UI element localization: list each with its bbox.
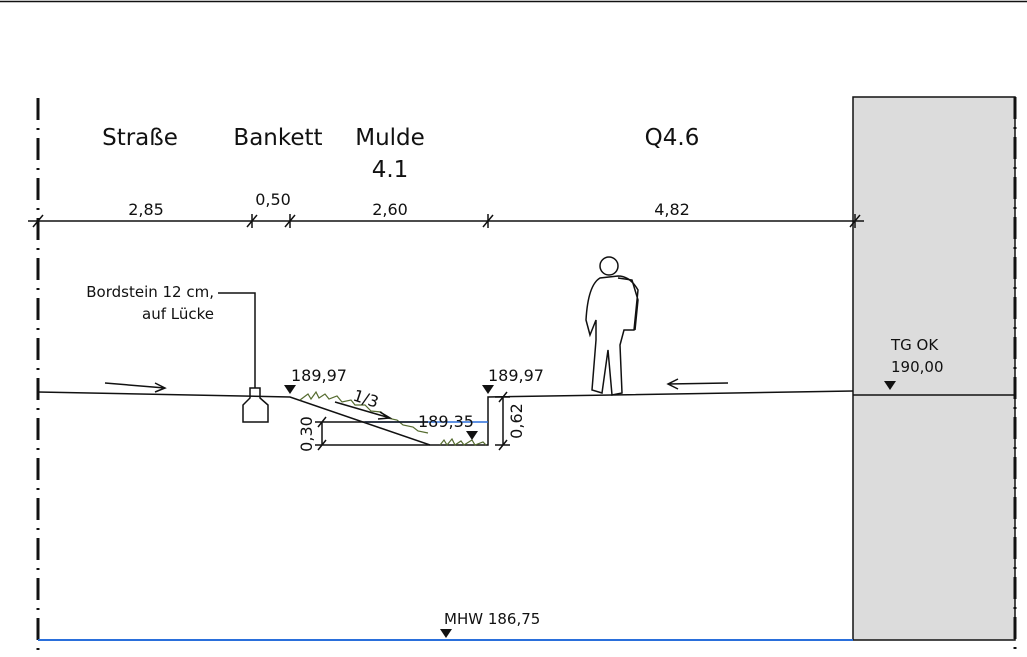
grass <box>299 390 429 434</box>
curb-note: auf Lücke <box>142 305 214 323</box>
ground-line <box>37 390 854 446</box>
curb-note: Bordstein 12 cm, <box>86 283 214 301</box>
person <box>585 256 639 396</box>
section-label: Mulde <box>355 125 425 151</box>
dimension-line <box>28 214 864 228</box>
grass <box>439 437 487 447</box>
depth: 0,30 <box>297 416 316 452</box>
level-markers <box>284 381 896 638</box>
dimension: 2,60 <box>372 200 408 219</box>
leader <box>218 292 256 388</box>
dimension: 4,82 <box>654 200 690 219</box>
section-label: Straße <box>102 125 178 151</box>
level: 189,35 <box>418 412 474 431</box>
dimension: 2,85 <box>128 200 164 219</box>
section-label: Bankett <box>233 125 322 151</box>
curb <box>242 387 269 423</box>
building-level-text: 190,00 <box>891 358 944 376</box>
water-label: MHW 186,75 <box>444 610 540 628</box>
flow-arrows <box>104 378 729 420</box>
depth: 0,62 <box>507 403 526 439</box>
building-label: TG OK <box>890 336 939 354</box>
depth-dim <box>315 416 430 451</box>
building <box>852 96 1016 641</box>
section-sublabel: 4.1 <box>372 157 409 183</box>
section-label: Q4.6 <box>645 125 700 151</box>
depth-dim <box>495 391 510 451</box>
dimension: 0,50 <box>255 190 291 209</box>
level: 189,97 <box>291 366 347 385</box>
level: 189,97 <box>488 366 544 385</box>
